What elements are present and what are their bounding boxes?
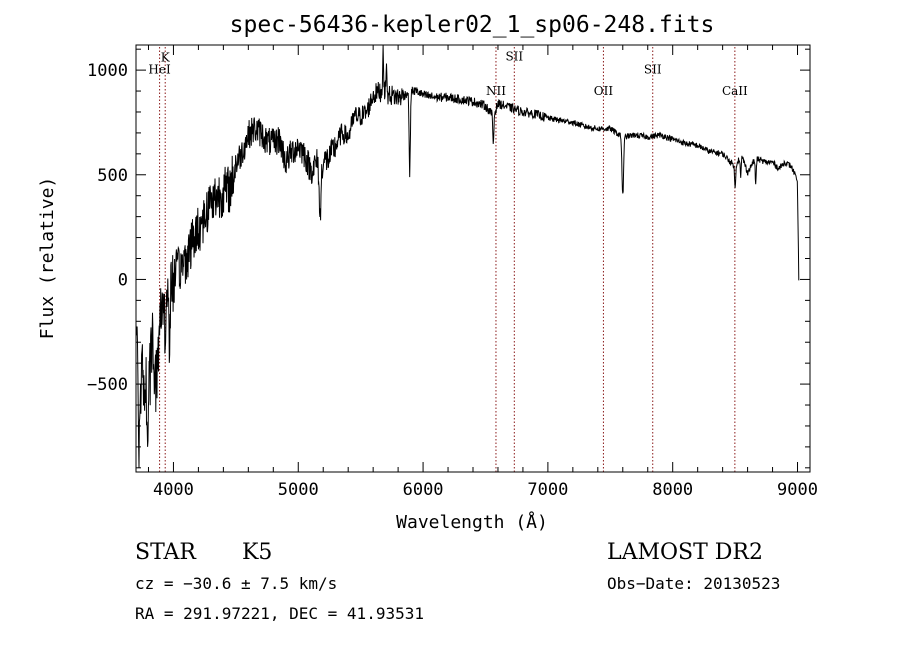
line-marker-label: HeI xyxy=(148,62,171,76)
line-marker-label: SII xyxy=(505,50,523,64)
x-tick-label: 7000 xyxy=(527,480,568,500)
axis-ticks: 4000 5000 6000 7000 8000 9000 −500 0 500 1000 xyxy=(87,45,818,500)
x-tick-label: 4000 xyxy=(153,480,194,500)
x-tick-label: 8000 xyxy=(652,480,693,500)
x-tick-label: 6000 xyxy=(403,480,444,500)
survey-name: LAMOST DR2 xyxy=(607,540,763,565)
obs-date: Obs−Date: 20130523 xyxy=(607,574,780,593)
y-tick-label: −500 xyxy=(87,375,128,395)
line-marker-label: OII xyxy=(594,84,614,98)
spectrum-series-line xyxy=(135,44,800,468)
y-tick-label: 1000 xyxy=(87,61,128,81)
x-axis-label: Wavelength (Å) xyxy=(396,511,548,533)
coordinates: RA = 291.97221, DEC = 41.93531 xyxy=(135,604,424,623)
object-class: STAR xyxy=(135,540,197,565)
line-marker-label: CaII xyxy=(722,84,748,98)
redshift-text: cz = −30.6 ± 7.5 km/s xyxy=(135,574,337,593)
y-axis-label: Flux (relative) xyxy=(37,177,58,340)
plot-frame xyxy=(135,44,811,473)
line-marker-label: NII xyxy=(486,84,506,98)
y-tick-label: 500 xyxy=(97,166,128,186)
x-tick-label: 9000 xyxy=(777,480,818,500)
line-marker-label: SII xyxy=(644,62,662,76)
x-tick-label: 5000 xyxy=(278,480,319,500)
y-tick-label: 0 xyxy=(118,270,128,290)
chart-title: spec-56436-kepler02_1_sp06-248.fits xyxy=(230,12,715,38)
object-subclass: K5 xyxy=(242,540,272,565)
line-marker-label: K xyxy=(161,51,171,65)
